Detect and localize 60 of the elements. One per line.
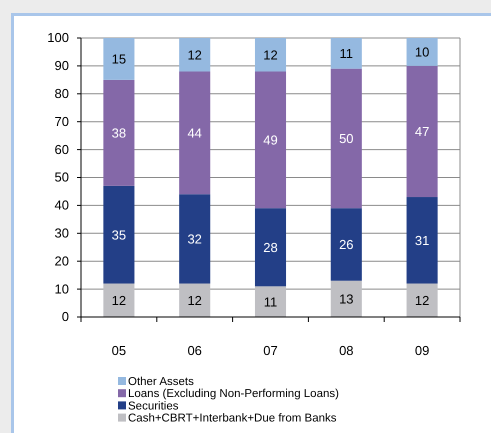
data-label: 47: [414, 124, 430, 140]
bar: [406, 38, 438, 66]
data-label: 11: [264, 294, 278, 310]
data-label: 44: [187, 126, 202, 141]
bar: [179, 284, 210, 317]
bar: [330, 38, 362, 69]
y-tick-label: 100: [47, 30, 69, 46]
bar: [179, 38, 210, 72]
bar: [254, 208, 286, 286]
data-label: 31: [414, 232, 430, 248]
bar: [406, 66, 438, 198]
data-label: 12: [187, 47, 202, 62]
bar: [103, 38, 134, 80]
y-tick-label: 30: [54, 225, 69, 240]
data-label: 12: [263, 47, 278, 62]
bar: [103, 186, 134, 284]
bar: [406, 284, 438, 317]
legend-label: Loans (Excluding Non-Performing Loans): [128, 388, 340, 400]
bar: [103, 284, 134, 317]
data-label: 38: [112, 126, 126, 141]
y-tick-label: 10: [54, 281, 69, 296]
data-label: 49: [263, 132, 278, 148]
bar: [330, 280, 362, 317]
data-label: 10: [414, 44, 430, 60]
data-label: 15: [112, 52, 126, 67]
x-tick-label: 05: [112, 343, 126, 358]
y-tick-label: 40: [54, 198, 69, 213]
data-label: 50: [339, 131, 354, 146]
legend-label: Cash+CBRT+Interbank+Due from Banks: [128, 412, 337, 425]
legend-label: Securities: [128, 400, 179, 412]
data-label: 32: [187, 232, 202, 247]
y-tick-label: 60: [54, 142, 69, 157]
x-tick-label: 09: [414, 343, 430, 358]
x-tick-label: 07: [263, 343, 278, 358]
bar: [103, 80, 134, 186]
data-label: 28: [263, 240, 278, 255]
bar: [254, 38, 286, 72]
x-tick-label: 08: [339, 343, 354, 358]
bar: [330, 68, 362, 208]
y-tick-label: 0: [62, 309, 69, 324]
bar: [254, 286, 286, 317]
x-tick-label: 06: [187, 343, 202, 358]
y-tick-label: 50: [54, 170, 69, 185]
data-label: 13: [339, 292, 354, 307]
y-tick-label: 70: [54, 114, 69, 129]
y-tick-label: 90: [54, 58, 69, 74]
data-label: 12: [112, 292, 126, 308]
data-label: 12: [414, 292, 430, 308]
data-label: 11: [340, 46, 354, 62]
data-label: 26: [339, 237, 354, 252]
y-tick-label: 20: [54, 253, 69, 268]
bar: [179, 194, 210, 284]
bar: [254, 71, 286, 208]
bar: [179, 71, 210, 194]
y-tick-label: 80: [54, 86, 69, 101]
bar: [330, 208, 362, 281]
data-label: 12: [187, 292, 202, 308]
bar: [406, 197, 438, 284]
data-label: 35: [112, 227, 126, 242]
legend-label: Other Assets: [128, 376, 194, 388]
